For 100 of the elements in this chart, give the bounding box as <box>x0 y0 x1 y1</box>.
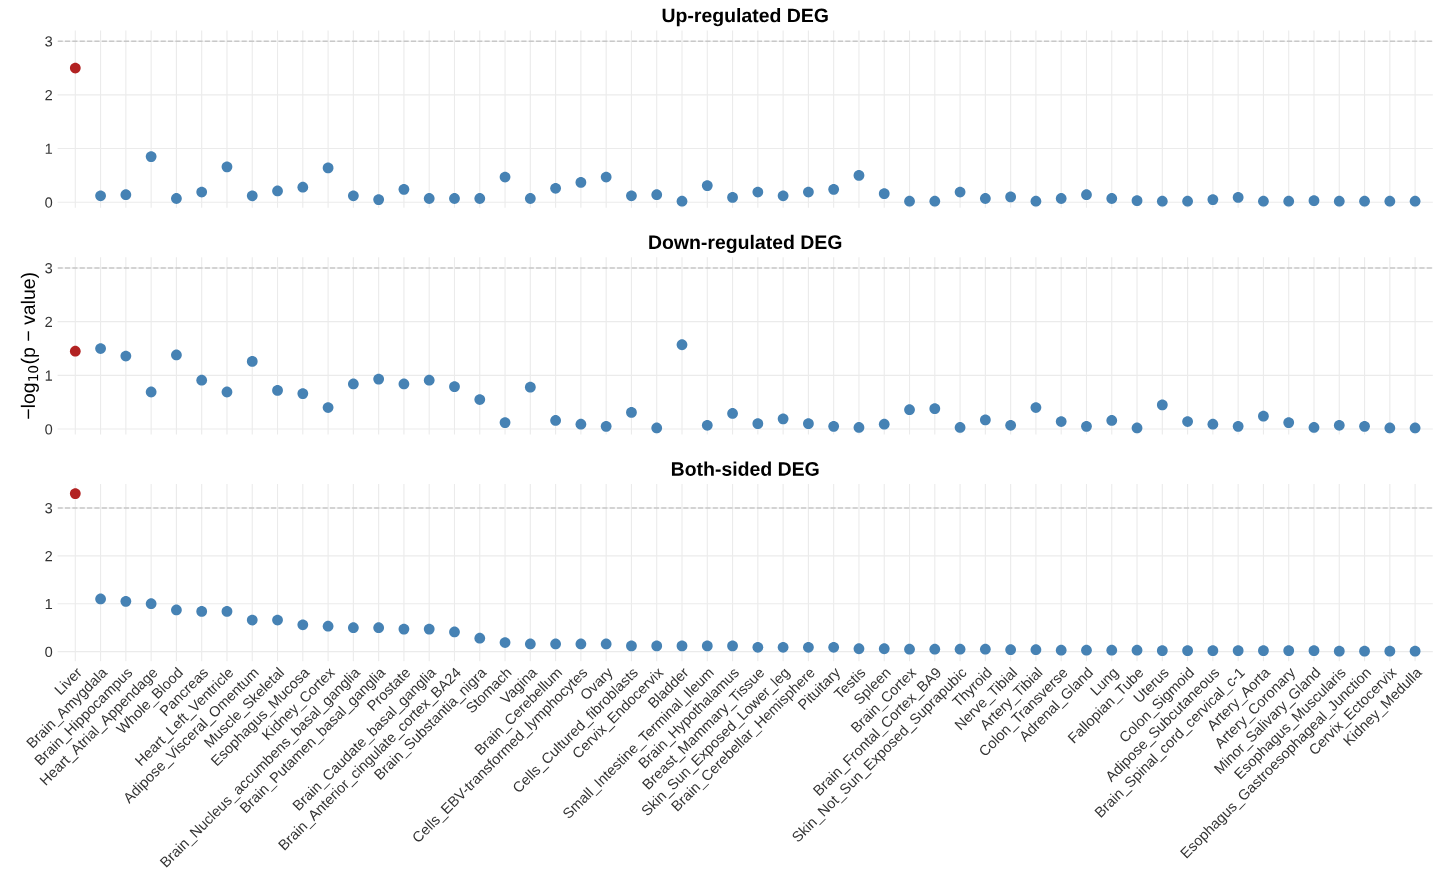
point <box>701 640 713 652</box>
point <box>373 622 385 634</box>
point <box>575 418 587 430</box>
point <box>904 195 915 207</box>
point <box>954 422 966 433</box>
point <box>626 407 637 418</box>
point <box>474 632 486 644</box>
point <box>69 345 81 357</box>
point <box>246 356 258 367</box>
point <box>1359 420 1370 432</box>
point <box>929 195 941 207</box>
point <box>347 378 359 390</box>
point <box>1005 644 1017 656</box>
point <box>878 188 890 200</box>
point <box>69 62 81 74</box>
point <box>95 190 106 202</box>
chart-title: Down-regulated DEG <box>649 234 842 254</box>
point <box>1131 195 1143 207</box>
point <box>120 595 132 607</box>
point <box>828 641 840 653</box>
point <box>1359 645 1370 657</box>
point <box>322 162 334 174</box>
point <box>69 488 81 499</box>
point <box>221 386 233 398</box>
point <box>449 626 460 638</box>
point <box>449 381 460 393</box>
point <box>171 604 182 616</box>
point <box>904 404 915 416</box>
point <box>297 619 309 631</box>
point <box>651 422 663 434</box>
point <box>727 192 738 203</box>
point <box>322 620 334 632</box>
point <box>701 180 713 191</box>
point <box>803 641 814 653</box>
point <box>550 415 561 426</box>
point <box>95 343 106 354</box>
point <box>803 186 814 198</box>
point <box>575 177 587 188</box>
point <box>600 420 612 432</box>
point <box>196 186 208 198</box>
point <box>423 374 435 386</box>
y-tick-label: 0 <box>45 424 53 435</box>
point <box>1182 195 1193 207</box>
point <box>1106 415 1118 426</box>
point <box>1081 420 1092 432</box>
point <box>626 640 637 652</box>
y-tick-label: 1 <box>45 598 53 610</box>
point <box>752 641 764 653</box>
point <box>423 623 435 635</box>
point <box>524 638 536 650</box>
y-tick-label: 1 <box>45 143 53 154</box>
point <box>752 418 764 430</box>
point <box>1409 195 1421 207</box>
point <box>1258 410 1269 422</box>
point <box>1308 422 1320 433</box>
point <box>979 643 991 655</box>
point <box>626 190 637 202</box>
point <box>1030 644 1042 656</box>
point <box>196 374 208 386</box>
y-tick-label: 0 <box>45 197 53 208</box>
point <box>145 598 157 610</box>
point <box>878 418 890 430</box>
point <box>1232 420 1244 432</box>
point <box>1409 422 1421 434</box>
point <box>676 339 688 351</box>
point <box>1005 191 1017 203</box>
point <box>1030 402 1042 413</box>
point <box>1081 189 1092 201</box>
point <box>727 408 738 419</box>
point <box>651 640 663 652</box>
point <box>1258 645 1269 657</box>
point <box>777 190 789 202</box>
point <box>1308 195 1320 207</box>
point <box>246 190 258 202</box>
point <box>752 186 764 198</box>
point <box>550 638 561 650</box>
point <box>1207 194 1219 205</box>
point <box>929 403 941 415</box>
point <box>95 593 106 605</box>
point <box>398 623 410 635</box>
point <box>1055 416 1067 427</box>
point <box>145 151 157 162</box>
point <box>1207 645 1219 657</box>
point <box>272 614 283 626</box>
y-tick-label: 2 <box>45 550 53 562</box>
point <box>550 182 561 194</box>
point <box>1182 645 1193 657</box>
point <box>373 194 385 205</box>
point <box>120 350 132 362</box>
point <box>929 643 941 655</box>
point <box>1384 195 1396 207</box>
point <box>954 643 966 655</box>
y-tick-label: 2 <box>45 89 53 101</box>
point <box>853 422 865 433</box>
point <box>196 606 208 617</box>
point <box>1232 645 1244 657</box>
point <box>347 190 359 202</box>
point <box>727 640 738 652</box>
point <box>1283 645 1295 657</box>
point <box>828 183 840 195</box>
